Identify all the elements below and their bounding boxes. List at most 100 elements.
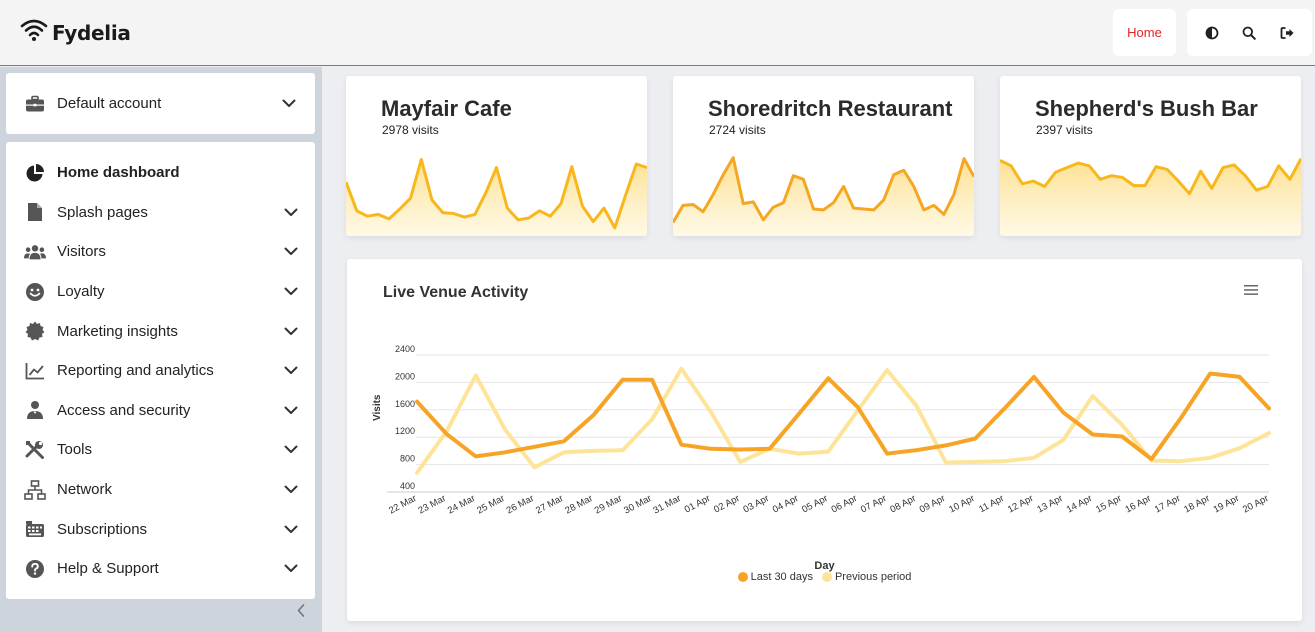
sidebar-item-reporting-and-analytics[interactable]: Reporting and analytics bbox=[6, 351, 315, 391]
chevron-down-icon bbox=[283, 482, 299, 498]
venue-visits: 2724 visits bbox=[709, 123, 766, 137]
x-tick-label: 02 Apr bbox=[712, 493, 741, 516]
brand-logo[interactable]: Fydelia bbox=[20, 18, 131, 47]
venue-name: Shepherd's Bush Bar bbox=[1035, 96, 1258, 121]
y-tick-label: 2400 bbox=[395, 344, 415, 354]
sidebar-item-label: Access and security bbox=[57, 401, 191, 419]
y-tick-label: 400 bbox=[400, 481, 415, 491]
chevron-down-icon bbox=[283, 402, 299, 418]
sidebar-item-help-and-support[interactable]: Help & Support bbox=[6, 549, 315, 589]
chart-title: Live Venue Activity bbox=[383, 284, 529, 301]
question-icon bbox=[24, 558, 46, 580]
users-icon bbox=[24, 241, 46, 263]
sidebar-item-label: Visitors bbox=[57, 243, 106, 261]
logout-icon[interactable] bbox=[1272, 18, 1302, 48]
chevron-down-icon bbox=[283, 521, 299, 537]
certificate-icon bbox=[24, 320, 46, 342]
sidebar-item-marketing-insights[interactable]: Marketing insights bbox=[6, 311, 315, 351]
legend-label: Previous period bbox=[834, 571, 912, 583]
briefcase-icon bbox=[24, 93, 46, 115]
sidebar-item-label: Marketing insights bbox=[57, 322, 178, 340]
sidebar-item-loyalty[interactable]: Loyalty bbox=[6, 272, 315, 312]
sidebar-item-splash-pages[interactable]: Splash pages bbox=[6, 193, 315, 233]
venue-sparkline bbox=[673, 156, 974, 236]
sparkline-area bbox=[346, 159, 647, 236]
x-tick-label: 23 Mar bbox=[417, 493, 448, 517]
x-tick-label: 18 Apr bbox=[1182, 493, 1211, 516]
sidebar-item-label: Network bbox=[57, 481, 113, 499]
sidebar-item-tools[interactable]: Tools bbox=[6, 430, 315, 470]
x-tick-label: 28 Mar bbox=[563, 493, 594, 517]
x-tick-label: 31 Mar bbox=[652, 493, 683, 517]
x-tick-label: 27 Mar bbox=[534, 493, 565, 517]
y-tick-label: 800 bbox=[400, 454, 415, 464]
legend-item-previous-period[interactable]: Previous period bbox=[821, 571, 912, 583]
sidebar-item-subscriptions[interactable]: Subscriptions bbox=[6, 509, 315, 549]
chevron-left-icon bbox=[297, 604, 305, 622]
x-tick-label: 03 Apr bbox=[742, 493, 771, 516]
x-tick-label: 04 Apr bbox=[771, 493, 800, 516]
line-chart-icon bbox=[24, 360, 46, 382]
smile-icon bbox=[24, 281, 46, 303]
chevron-down-icon bbox=[283, 284, 299, 300]
venue-sparkline bbox=[1000, 157, 1301, 236]
venue-sparkline bbox=[346, 158, 647, 236]
x-tick-label: 01 Apr bbox=[683, 493, 712, 516]
sidebar-item-network[interactable]: Network bbox=[6, 470, 315, 510]
network-icon bbox=[24, 479, 46, 501]
x-tick-label: 10 Apr bbox=[947, 493, 976, 516]
x-tick-label: 20 Apr bbox=[1241, 493, 1270, 516]
venue-name: Shoredritch Restaurant bbox=[708, 96, 953, 121]
y-tick-label: 2000 bbox=[395, 371, 415, 381]
y-tick-label: 1600 bbox=[395, 399, 415, 409]
x-tick-label: 12 Apr bbox=[1006, 493, 1035, 516]
sparkline-area bbox=[673, 157, 974, 236]
sidebar-item-access-and-security[interactable]: Access and security bbox=[6, 391, 315, 431]
search-icon[interactable] bbox=[1234, 18, 1264, 48]
legend-item-last-30-days[interactable]: Last 30 days bbox=[737, 571, 813, 583]
pie-chart-icon bbox=[24, 162, 46, 184]
x-axis-title: Day bbox=[814, 560, 835, 572]
main-menu: Home dashboard Splash pages Visitors Loy… bbox=[6, 142, 315, 599]
x-tick-label: 29 Mar bbox=[593, 493, 624, 517]
x-tick-label: 16 Apr bbox=[1123, 493, 1152, 516]
account-selector[interactable]: Default account bbox=[6, 73, 315, 134]
x-tick-label: 06 Apr bbox=[830, 493, 859, 516]
sidebar-item-home-dashboard[interactable]: Home dashboard bbox=[6, 153, 315, 193]
venue-visits: 2978 visits bbox=[382, 123, 439, 137]
sidebar-item-visitors[interactable]: Visitors bbox=[6, 232, 315, 272]
x-tick-label: 25 Mar bbox=[475, 493, 506, 517]
user-shield-icon bbox=[24, 399, 46, 421]
sparkline-line bbox=[1000, 157, 1301, 196]
top-bar: Fydelia Home bbox=[0, 0, 1315, 66]
x-tick-label: 13 Apr bbox=[1035, 493, 1064, 516]
chevron-down-icon bbox=[283, 363, 299, 379]
home-button[interactable]: Home bbox=[1113, 9, 1176, 56]
live-venue-activity-panel: 400 800 1200 1600 2000 2400 22 Mar 23 Mar 24 Mar… bbox=[347, 259, 1302, 621]
x-tick-label: 17 Apr bbox=[1153, 493, 1182, 516]
x-tick-label: 05 Apr bbox=[800, 493, 829, 516]
x-tick-label: 08 Apr bbox=[888, 493, 917, 516]
x-tick-label: 30 Mar bbox=[622, 493, 653, 517]
venue-card-shepherds-bush-bar[interactable]: Shepherd's Bush Bar 2397 visits bbox=[1000, 76, 1301, 236]
sidebar: Default account Home dashboard Splash pa… bbox=[0, 67, 322, 632]
menu-icon[interactable] bbox=[1243, 283, 1261, 299]
x-tick-label: 11 Apr bbox=[977, 493, 1006, 515]
series-line-previous-period bbox=[415, 366, 1271, 475]
file-icon bbox=[24, 201, 46, 223]
header-tools bbox=[1187, 9, 1312, 56]
venue-name: Mayfair Cafe bbox=[381, 96, 512, 121]
keyboard-icon bbox=[24, 518, 46, 540]
series-line-last-30-days bbox=[415, 371, 1271, 462]
chevron-down-icon bbox=[283, 442, 299, 458]
collapse-sidebar-button[interactable] bbox=[290, 602, 312, 624]
x-tick-label: 26 Mar bbox=[505, 493, 536, 517]
x-tick-label: 09 Apr bbox=[918, 493, 947, 516]
venue-card-shoreditch-restaurant[interactable]: Shoredritch Restaurant 2724 visits bbox=[673, 76, 974, 236]
venue-card-mayfair-cafe[interactable]: Mayfair Cafe 2978 visits bbox=[346, 76, 647, 236]
chevron-down-icon bbox=[281, 96, 297, 112]
contrast-icon[interactable] bbox=[1197, 18, 1227, 48]
sparkline-line bbox=[346, 158, 647, 230]
venue-visits: 2397 visits bbox=[1036, 123, 1093, 137]
